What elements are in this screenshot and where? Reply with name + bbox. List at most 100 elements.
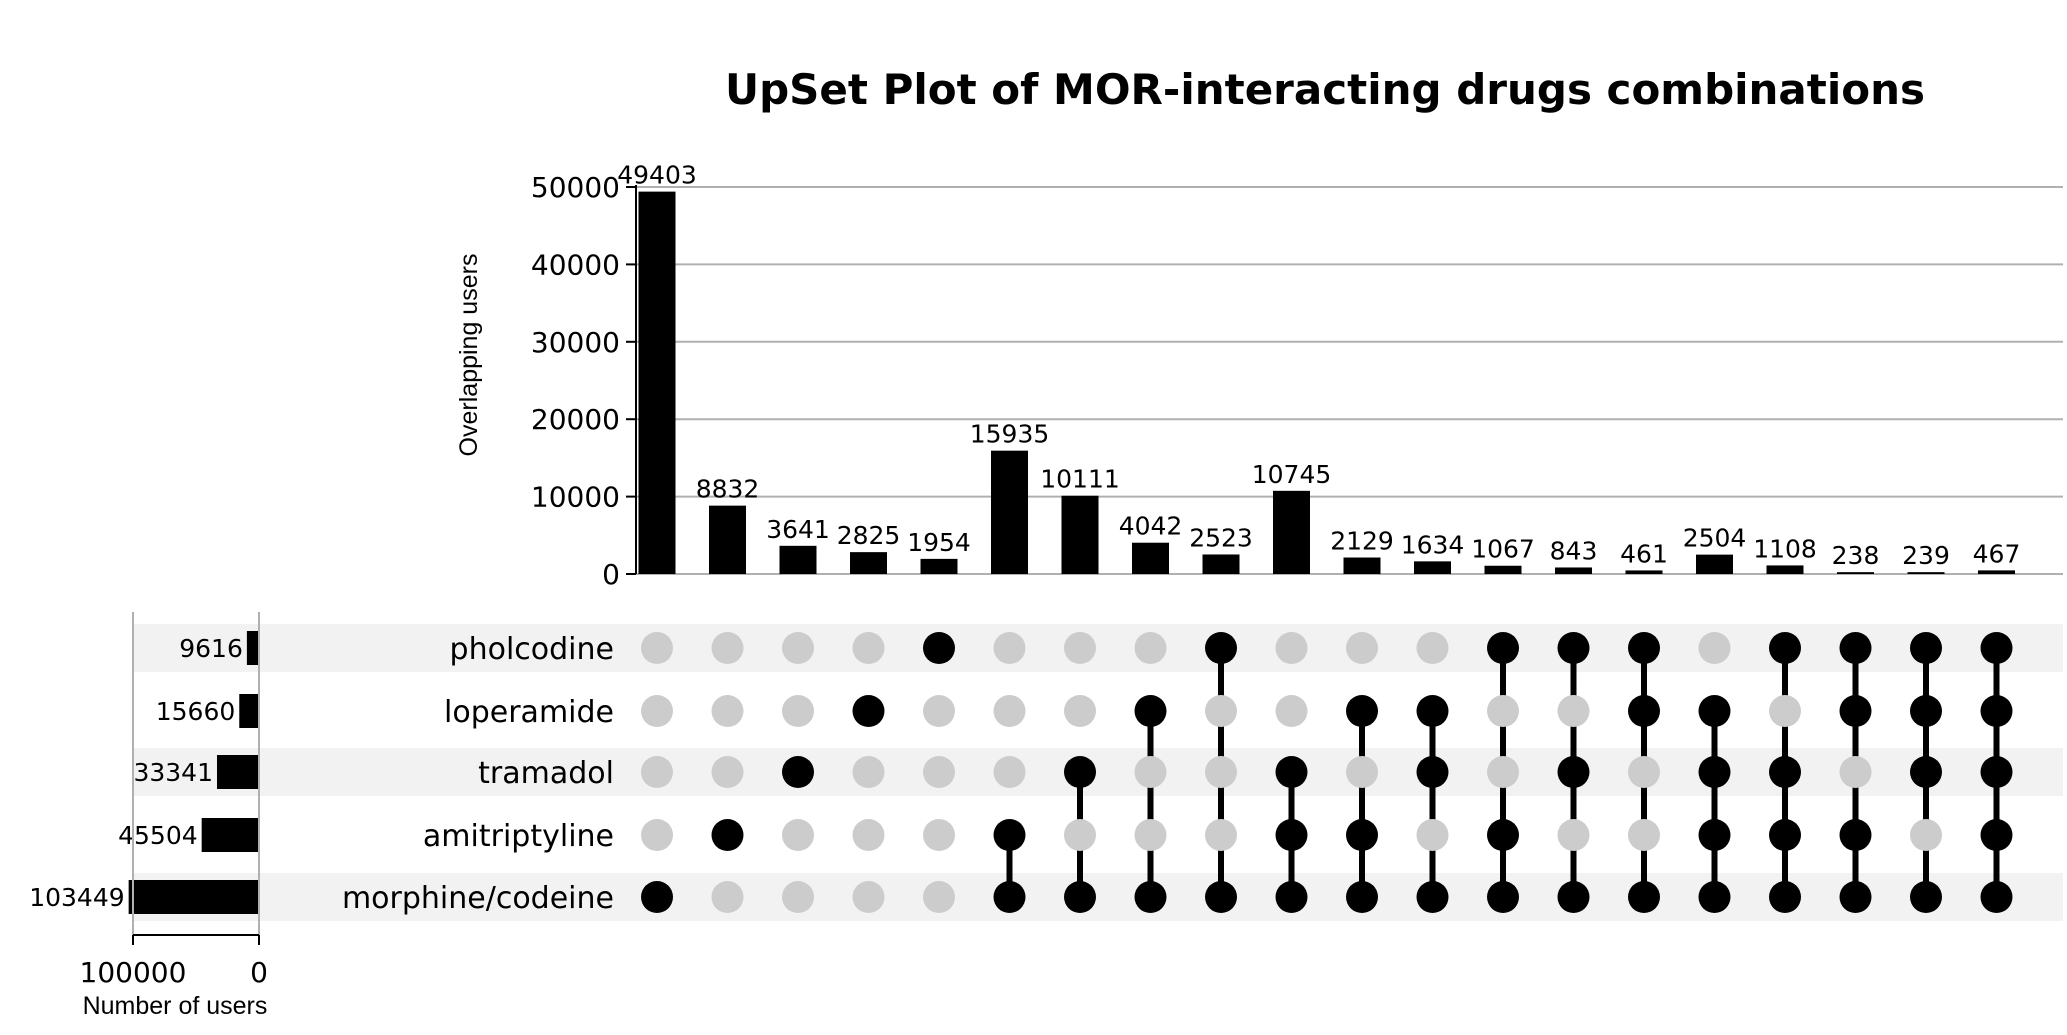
matrix-dot-active — [1698, 695, 1731, 727]
y-tick-label: 10000 — [531, 481, 620, 514]
matrix-dot-active — [1487, 819, 1519, 851]
matrix-dot-active — [1769, 756, 1801, 788]
set-size-value-label: 103449 — [29, 883, 124, 912]
y-tick-label: 20000 — [531, 403, 620, 436]
matrix-dot-active — [1064, 881, 1096, 913]
intersection-value-label: 8832 — [696, 475, 760, 504]
matrix-dot-active — [1346, 695, 1378, 727]
intersection-value-label: 1954 — [907, 528, 971, 557]
matrix-stripe — [133, 624, 2063, 672]
y-tick-label: 30000 — [531, 326, 620, 359]
matrix-stripe — [133, 873, 2063, 921]
matrix-dot-inactive — [1628, 756, 1660, 788]
matrix-dot-active — [1205, 632, 1237, 664]
matrix-dot-inactive — [711, 756, 744, 788]
set-size-value-label: 9616 — [179, 634, 243, 663]
intersection-bars — [638, 191, 2015, 574]
matrix-dot-inactive — [923, 881, 955, 913]
intersection-value-label: 3641 — [766, 515, 830, 544]
matrix-dot-active — [711, 819, 744, 851]
intersection-value-label: 2504 — [1683, 524, 1747, 553]
matrix-dot-inactive — [782, 632, 814, 664]
set-size-bar — [239, 694, 259, 728]
intersection-bar — [1978, 570, 2015, 574]
intersection-value-label: 238 — [1832, 541, 1880, 570]
intersection-y-axis: 0 10000 20000 30000 40000 50000 — [531, 171, 637, 591]
set-size-bar — [201, 818, 259, 852]
matrix-dot-active — [1628, 632, 1660, 664]
set-name-label: loperamide — [444, 695, 614, 730]
set-size-axis-label: Number of users — [83, 992, 268, 1020]
matrix-dot-inactive — [1064, 819, 1096, 851]
matrix-dot-inactive — [923, 819, 955, 851]
intersection-value-label: 1067 — [1471, 535, 1535, 564]
matrix-dot-inactive — [1134, 819, 1167, 851]
set-size-tick-label: 100000 — [80, 956, 187, 989]
intersection-bar — [1907, 572, 1945, 574]
matrix-dot-inactive — [993, 632, 1026, 664]
matrix-dot-inactive — [852, 881, 885, 913]
intersection-bar — [1555, 567, 1592, 574]
matrix-dot-active — [1346, 819, 1378, 851]
intersection-bar — [1837, 572, 1874, 574]
matrix-dot-inactive — [711, 881, 744, 913]
set-size-bar — [246, 631, 259, 665]
matrix-dot-active — [1980, 819, 2013, 851]
matrix-dot-inactive — [711, 632, 744, 664]
matrix-dot-active — [993, 819, 1026, 851]
matrix-dot-active — [1557, 881, 1590, 913]
intersection-bar — [1132, 542, 1169, 574]
y-tick-label: 50000 — [531, 171, 620, 204]
matrix-dot-inactive — [1205, 695, 1237, 727]
matrix-dot-active — [1910, 632, 1942, 664]
intersection-bar — [1625, 570, 1663, 574]
intersection-value-label: 461 — [1620, 539, 1668, 568]
matrix-dot-inactive — [1557, 819, 1590, 851]
matrix-dot-active — [1275, 881, 1308, 913]
y-tick-label: 0 — [602, 558, 620, 591]
intersection-value-label: 2523 — [1189, 523, 1253, 552]
matrix-dot-inactive — [782, 819, 814, 851]
intersection-bar — [991, 450, 1028, 574]
intersection-value-label: 2129 — [1330, 527, 1394, 556]
matrix-dot-active — [1557, 756, 1590, 788]
matrix-dot-inactive — [1769, 695, 1801, 727]
matrix-stripe — [133, 748, 2063, 796]
chart-title: UpSet Plot of MOR-interacting drugs comb… — [725, 65, 1925, 114]
matrix-dot-inactive — [1557, 695, 1590, 727]
set-size-bars: 9616 15660 33341 45504 103449 100000 0 — [29, 612, 268, 989]
matrix-dot-inactive — [1628, 819, 1660, 851]
intersection-bar — [638, 191, 676, 574]
matrix-dot-active — [1134, 695, 1167, 727]
matrix-dot-active — [852, 695, 885, 727]
intersection-value-label: 1108 — [1753, 534, 1817, 563]
matrix-dot-inactive — [782, 881, 814, 913]
matrix-dot-active — [1487, 881, 1519, 913]
matrix-dot-inactive — [1487, 756, 1519, 788]
matrix-dot-active — [1910, 695, 1942, 727]
set-size-tick-label: 0 — [250, 956, 268, 989]
intersection-bar — [1766, 565, 1804, 574]
matrix-dot-active — [1205, 881, 1237, 913]
matrix-dot-active — [993, 881, 1026, 913]
matrix-dot-active — [1839, 881, 1872, 913]
matrix-dot-active — [1628, 695, 1660, 727]
set-name-label: pholcodine — [450, 632, 614, 667]
set-name-label: amitriptyline — [423, 819, 614, 854]
matrix-dot-inactive — [1064, 695, 1096, 727]
matrix-dot-active — [1769, 881, 1801, 913]
set-size-bar — [216, 755, 259, 789]
matrix-dot-active — [1698, 819, 1731, 851]
matrix-dot-active — [1839, 695, 1872, 727]
matrix-dot-active — [923, 632, 955, 664]
matrix-stripes — [133, 624, 2063, 921]
matrix-dot-inactive — [1205, 756, 1237, 788]
matrix-dot-inactive — [1134, 756, 1167, 788]
matrix-dot-inactive — [782, 695, 814, 727]
y-tick-label: 40000 — [531, 248, 620, 281]
intersection-bar — [709, 505, 746, 574]
matrix-dot-inactive — [1416, 819, 1449, 851]
set-size-bar — [128, 880, 259, 914]
matrix-dot-inactive — [641, 756, 673, 788]
